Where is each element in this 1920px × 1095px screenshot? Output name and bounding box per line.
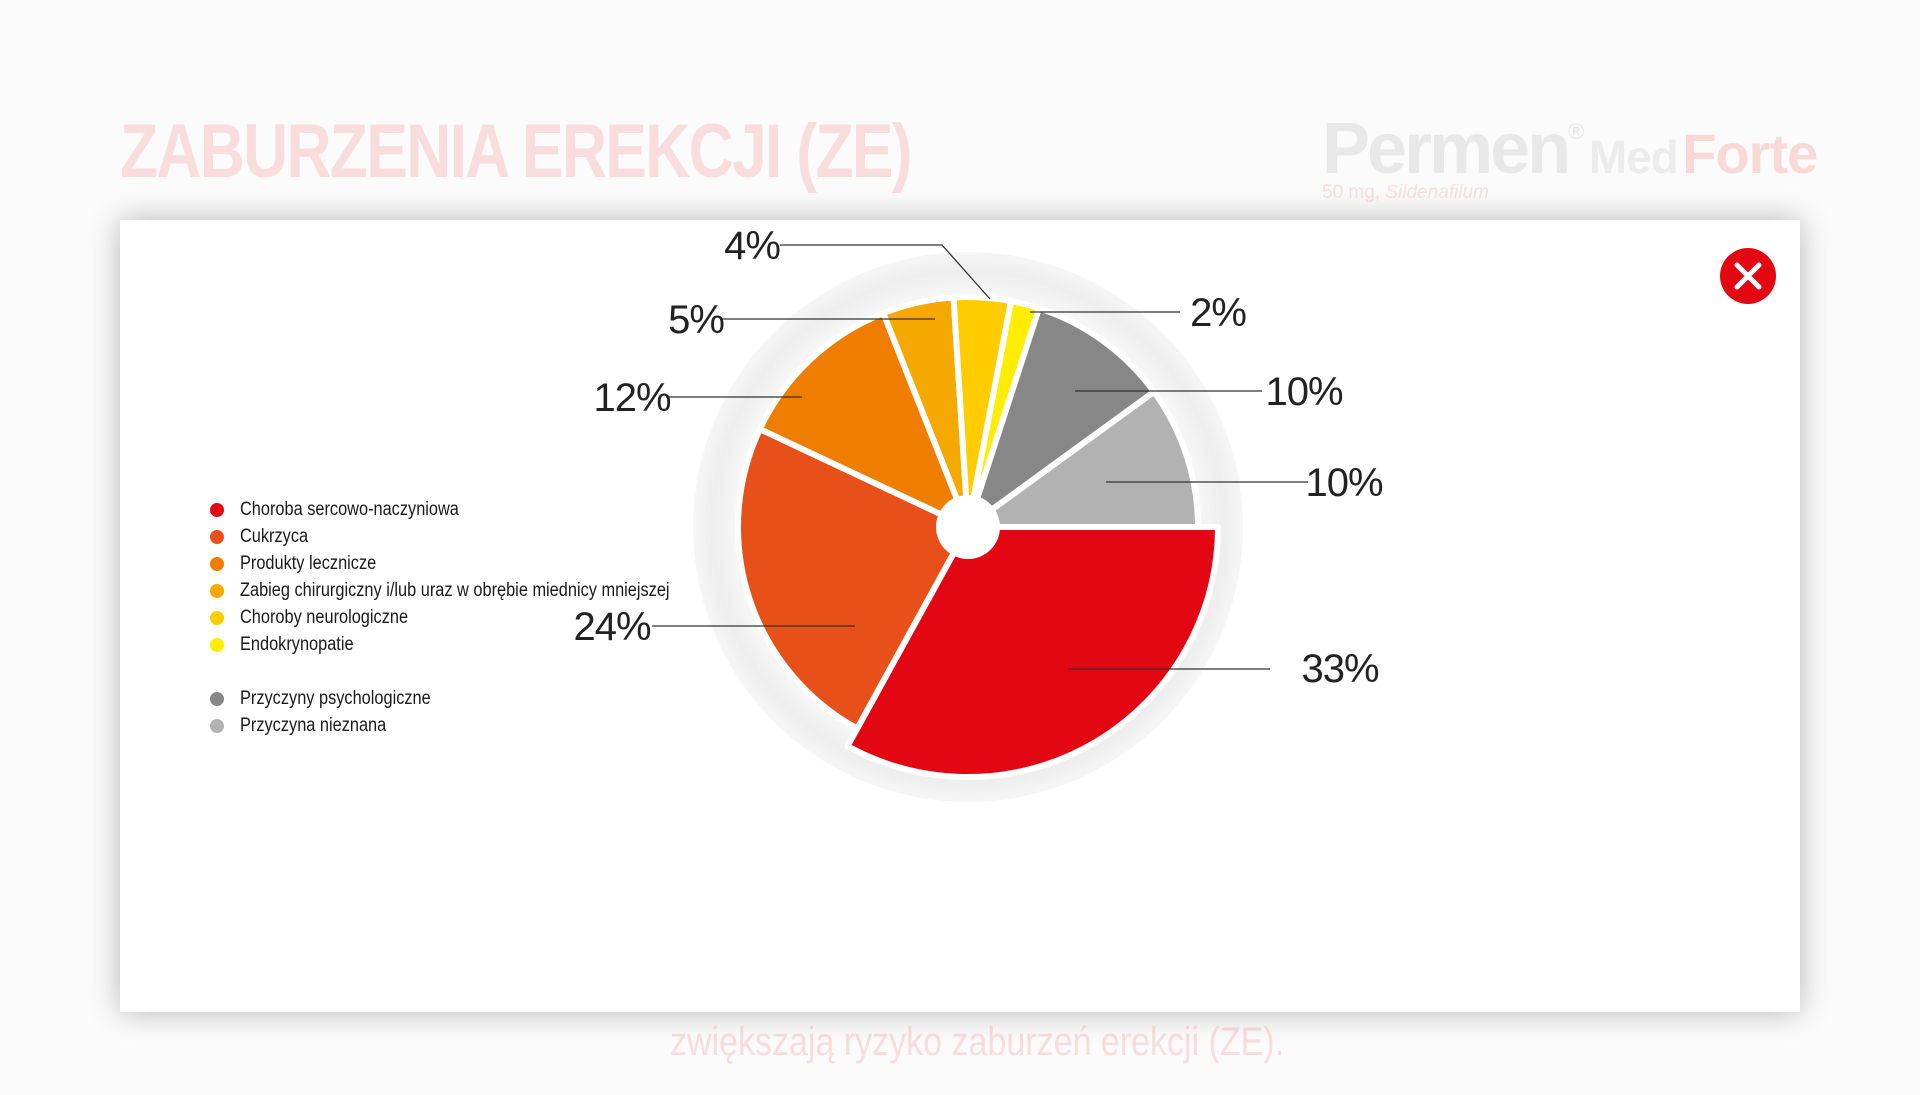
brand-dose: 50 mg, Sildenafilum [1322,182,1489,204]
legend-label: Produkty lecznicze [240,552,377,574]
brand-variant: Forte [1682,122,1818,185]
legend-item: Cukrzyca [210,523,740,550]
legend-dot-icon [210,610,224,625]
legend-item: Endokrynopatie [210,631,740,658]
brand-line: Med [1588,131,1679,183]
pie-chart: 33% 24% 12% 5%4% 2% 10% 10% [573,224,1384,802]
legend-label: Zabieg chirurgiczny i/lub uraz w obrębie… [240,579,670,601]
slice-percent-label: 10% [1305,461,1382,505]
pie-slice [844,524,1221,780]
chart-modal: Choroba sercowo-naczyniowa Cukrzyca Prod… [120,220,1800,1012]
pie-slice [756,310,971,530]
legend-label: Przyczyny psychologiczne [240,687,431,709]
pie-slice [735,426,971,732]
close-button[interactable] [1720,248,1776,304]
legend-item: Przyczyna nieznana [210,712,740,739]
legend-item: Przyczyny psychologiczne [210,685,740,712]
brand-registered-mark: ® [1568,119,1585,144]
brand-substance: Sildenafilum [1385,182,1489,203]
legend-dot-icon [210,556,224,571]
pie-slice [965,388,1201,530]
pie-center-hole [936,495,1000,559]
slice-percent-label: 2% [1190,291,1246,335]
legend-item: Produkty lecznicze [210,550,740,577]
legend-item: Zabieg chirurgiczny i/lub uraz w obrębie… [210,577,740,604]
slice-percent-label: 10% [1265,370,1342,414]
legend-dot-icon [210,502,224,517]
legend-dot-icon [210,691,224,706]
legend-item: Choroba sercowo-naczyniowa [210,496,740,523]
background-footer-text: zwiększają ryzyko zaburzeń erekcji (ZE). [670,1020,1285,1064]
legend-label: Cukrzyca [240,525,309,547]
background-page-title: ZABURZENIA EREKCJI (ZE) [120,109,913,194]
legend-dot-icon [210,718,224,733]
brand-dose-amount: 50 mg, [1322,182,1381,203]
slice-percent-label: 24% [573,605,650,649]
legend-dot-icon [210,637,224,652]
slice-percent-label: 5% [668,298,724,342]
slice-percent-label: 4% [724,224,780,268]
legend-dot-icon [210,529,224,544]
slice-percent-label: 12% [593,376,670,420]
pie-slice [965,305,1158,530]
legend-label: Endokrynopatie [240,633,354,655]
leader-line [780,244,991,300]
legend-label: Choroba sercowo-naczyniowa [240,498,459,520]
brand-logo: Permen® Med Forte [1322,108,1818,190]
legend-dot-icon [210,583,224,598]
legend-label: Choroby neurologiczne [240,606,409,628]
chart-legend: Choroba sercowo-naczyniowa Cukrzyca Prod… [210,496,740,739]
close-x-icon [1734,262,1762,290]
slice-percent-label: 33% [1301,647,1378,691]
legend-label: Przyczyna nieznana [240,714,387,736]
legend-item: Choroby neurologiczne [210,604,740,631]
brand-name: Permen [1322,109,1571,189]
